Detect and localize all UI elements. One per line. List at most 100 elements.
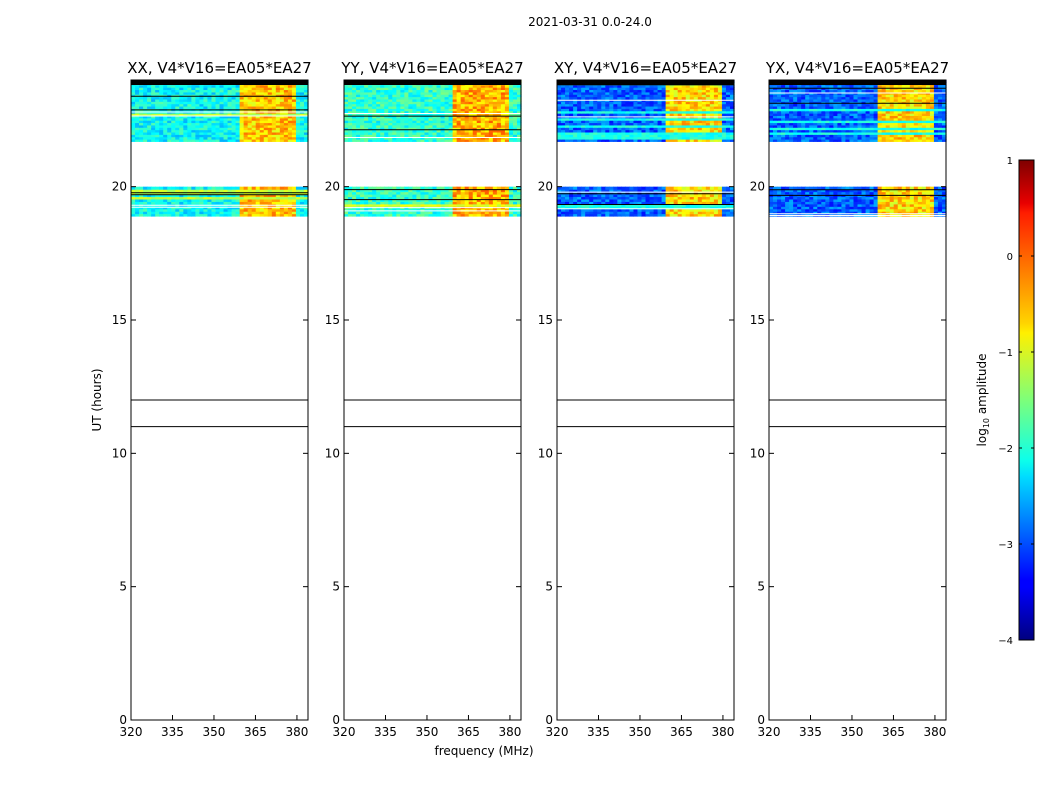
heatmap-cell	[151, 120, 156, 124]
heatmap-cell	[665, 129, 671, 133]
heatmap-cell	[348, 198, 353, 202]
heatmap-cell	[376, 91, 381, 95]
heatmap-cell	[701, 94, 707, 98]
heatmap-cell	[468, 194, 474, 198]
heatmap-cell	[472, 94, 478, 98]
heatmap-cell	[565, 134, 570, 138]
heatmap-cell	[287, 131, 293, 135]
heatmap-cell	[295, 189, 301, 193]
heatmap-cell	[709, 198, 715, 202]
heatmap-cell	[135, 103, 140, 107]
heatmap-cell	[452, 129, 458, 133]
heatmap-cell	[653, 201, 659, 205]
heatmap-cell	[621, 211, 626, 215]
heatmap-cell	[561, 108, 566, 112]
heatmap-cell	[573, 208, 578, 212]
heatmap-cell	[400, 115, 405, 119]
heatmap-cell	[420, 96, 426, 100]
heatmap-cell	[432, 110, 438, 114]
heatmap-cell	[621, 198, 626, 202]
heatmap-cell	[484, 103, 490, 107]
heatmap-cell	[713, 89, 719, 93]
heatmap-cell	[713, 127, 719, 131]
heatmap-cell	[593, 113, 598, 116]
heatmap-cell	[468, 211, 474, 215]
heatmap-cell	[681, 129, 687, 133]
heatmap-cell	[275, 101, 281, 105]
heatmap-cell	[147, 105, 152, 109]
heatmap-cell	[227, 189, 233, 193]
heatmap-cell	[705, 91, 711, 95]
heatmap-cell	[448, 105, 454, 109]
heatmap-cell	[183, 120, 188, 124]
heatmap-cell	[348, 110, 353, 114]
heatmap-cell	[408, 124, 413, 128]
x-tick-label: 365	[457, 725, 480, 739]
heatmap-cell	[649, 103, 655, 107]
heatmap-cell	[404, 213, 409, 217]
heatmap-cell	[251, 91, 257, 95]
heatmap-cell	[420, 94, 426, 98]
heatmap-cell	[669, 196, 675, 200]
heatmap-cell	[243, 211, 249, 215]
heatmap-cell	[303, 122, 309, 126]
heatmap-cell	[295, 134, 301, 138]
heatmap-cell	[657, 211, 663, 215]
heatmap-cell	[299, 211, 305, 215]
heatmap-cell	[677, 87, 683, 91]
heatmap-cell	[625, 213, 631, 217]
heatmap-cell	[516, 208, 522, 212]
heatmap-cell	[171, 103, 176, 107]
heatmap-cell	[291, 98, 297, 102]
heatmap-cell	[267, 129, 273, 133]
heatmap-cell	[416, 134, 422, 138]
heatmap-cell	[135, 89, 140, 93]
heatmap-cell	[283, 194, 289, 198]
heatmap-cell	[516, 91, 522, 95]
heatmap-cell	[251, 189, 257, 193]
heatmap-cell	[432, 87, 438, 91]
heatmap-cell	[131, 84, 136, 88]
heatmap-cell	[159, 186, 164, 190]
heatmap-cell	[657, 129, 663, 133]
heatmap-cell	[613, 198, 618, 202]
heatmap-cell	[585, 194, 590, 198]
heatmap-cell	[440, 201, 446, 205]
heatmap-cell	[159, 120, 164, 124]
heatmap-cell	[661, 122, 667, 126]
heatmap-cell	[267, 89, 273, 93]
heatmap-cell	[468, 117, 474, 121]
heatmap-cell	[155, 198, 160, 202]
heatmap-cell	[609, 136, 614, 140]
heatmap-cell	[372, 213, 377, 217]
heatmap-cell	[408, 201, 413, 205]
heatmap-cell	[729, 136, 735, 140]
heatmap-cell	[605, 91, 610, 95]
heatmap-cell	[605, 186, 610, 190]
heatmap-cell	[404, 103, 409, 107]
heatmap-cell	[412, 113, 418, 116]
heatmap-cell	[597, 94, 602, 98]
heatmap-cell	[721, 101, 727, 105]
heatmap-cell	[689, 108, 695, 112]
heatmap-cell	[416, 96, 422, 100]
heatmap-cell	[404, 129, 409, 133]
heatmap-cell	[468, 203, 474, 207]
heatmap-cell	[271, 122, 277, 126]
heatmap-cell	[460, 127, 466, 131]
heatmap-cell	[376, 122, 381, 126]
heatmap-cell	[223, 124, 229, 128]
heatmap-cell	[484, 117, 490, 121]
heatmap-cell	[195, 138, 200, 142]
heatmap-cell	[689, 124, 695, 128]
heatmap-cell	[637, 105, 643, 109]
heatmap-cell	[629, 103, 635, 107]
heatmap-cell	[565, 203, 570, 207]
heatmap-cell	[416, 84, 422, 88]
heatmap-cell	[645, 117, 651, 121]
heatmap-cell	[709, 186, 715, 190]
heatmap-cell	[645, 129, 651, 133]
heatmap-cell	[215, 208, 221, 212]
heatmap-cell	[368, 101, 373, 105]
heatmap-cell	[665, 211, 671, 215]
